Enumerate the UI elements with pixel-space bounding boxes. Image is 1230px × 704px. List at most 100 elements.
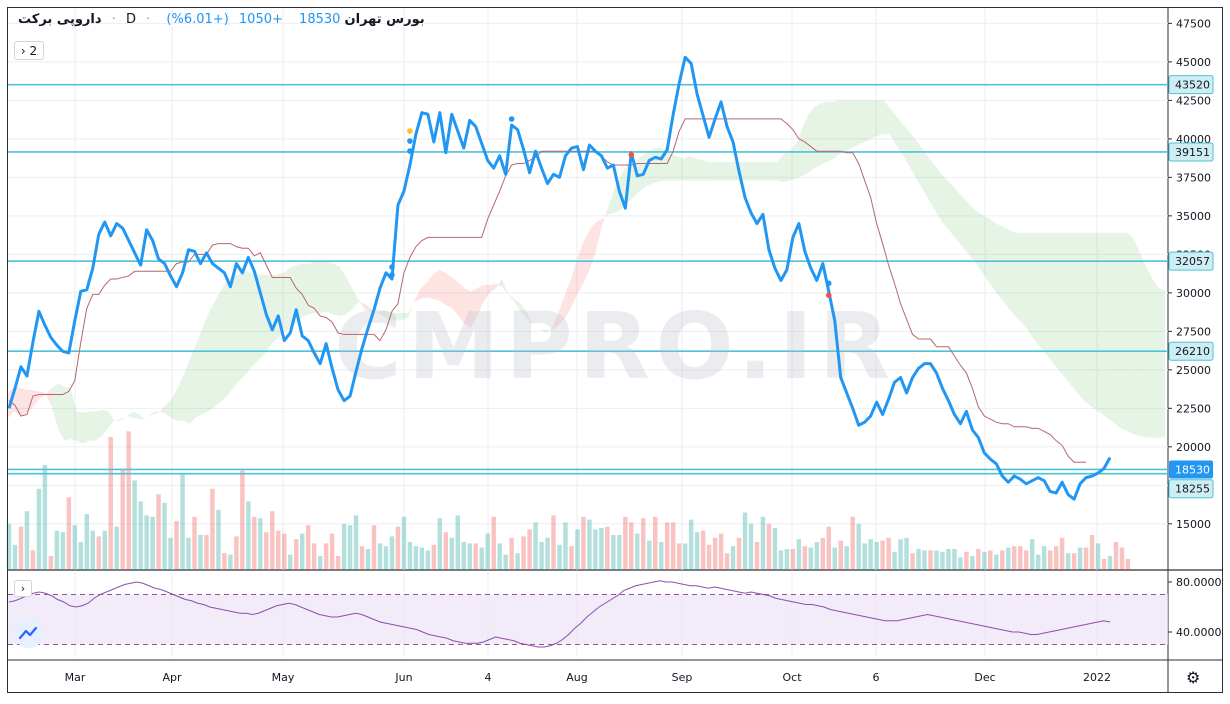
level-price-label: 18255	[1175, 483, 1210, 496]
volume-bar	[192, 516, 197, 570]
volume-bar	[599, 528, 604, 570]
time-axis-label: 2022	[1083, 671, 1111, 684]
volume-bar	[168, 537, 173, 570]
rsi-pane-toggle-button[interactable]: ›	[14, 580, 32, 597]
cloud-segment	[833, 100, 840, 159]
volume-bar	[389, 536, 395, 570]
volume-bar	[593, 529, 598, 570]
cloud-segment	[14, 386, 21, 417]
cloud-segment	[114, 419, 121, 421]
cloud-segment	[520, 303, 528, 320]
volume-bar	[641, 518, 646, 570]
volume-bar	[210, 488, 215, 570]
exchange-name: بورس تهران	[344, 12, 425, 27]
volume-bar	[18, 526, 24, 570]
volume-bar	[868, 539, 873, 570]
cloud-segment	[495, 278, 503, 289]
volume-bar	[814, 542, 820, 570]
volume-bar	[30, 550, 36, 570]
price-axis[interactable]: 1500017500200002250025000275003000032500…	[1168, 17, 1222, 639]
volume-bar	[503, 554, 508, 570]
volume-bar	[401, 516, 407, 570]
horizontal-levels	[8, 83, 1168, 475]
cloud-segment	[170, 389, 177, 421]
cloud-segment	[883, 100, 890, 135]
cloud-segment	[1146, 266, 1153, 438]
cloud-segment	[345, 275, 352, 315]
time-axis-label: Mar	[65, 671, 86, 684]
cloud-segment	[1064, 232, 1072, 386]
volume-bar	[491, 516, 496, 570]
volume-bar	[886, 537, 891, 570]
cloud-segment	[1046, 232, 1053, 363]
volume-bar	[527, 529, 532, 570]
cloud-segment	[983, 215, 990, 284]
time-axis[interactable]: Mar Apr May Jun 4 Aug Sep Oct 6 Dec 2022	[65, 671, 1111, 684]
volume-bar	[6, 523, 12, 570]
volume-bar	[276, 530, 281, 570]
rsi-pane	[8, 580, 1168, 648]
cloud-segment	[208, 302, 215, 412]
cloud-segment	[1158, 288, 1165, 438]
volume-bar	[1000, 550, 1005, 570]
rsi-series	[8, 580, 1111, 648]
cloud-segment	[871, 100, 878, 139]
cloud-segment	[158, 406, 165, 413]
interval-label[interactable]: D	[125, 12, 136, 27]
cloud-segment	[570, 258, 578, 309]
cloud-segment	[376, 309, 384, 316]
cloud-segment	[308, 262, 315, 315]
cloud-segment	[164, 400, 171, 418]
cloud-segment	[1027, 232, 1034, 340]
volume-bar	[150, 516, 155, 570]
cloud-segment	[783, 151, 790, 182]
price-change: +1050	[238, 12, 283, 27]
cloud-segment	[189, 345, 196, 424]
cloud-segment	[602, 206, 609, 226]
level-price-label: 43520	[1175, 79, 1210, 92]
cloud-segment	[139, 414, 146, 420]
cloud-segment	[608, 188, 615, 215]
cloud-segment	[539, 329, 546, 333]
indicators-toggle-button[interactable]: › 2	[14, 41, 44, 60]
volume-bar	[138, 501, 143, 570]
volume-bar	[282, 533, 287, 570]
cloud-segment	[958, 192, 965, 250]
volume-bar	[760, 516, 766, 570]
rsi-axis-label: 80.0000	[1176, 576, 1222, 589]
chevron-right-icon: ›	[20, 44, 26, 58]
symbol-name: داروپی برکت	[18, 12, 102, 27]
price-axis-label: 35000	[1176, 210, 1211, 223]
volume-bar	[467, 543, 472, 570]
cloud-segment	[939, 172, 947, 227]
volume-bar	[1035, 554, 1041, 570]
cloud-segment	[814, 103, 822, 169]
cloud-segment	[821, 101, 828, 166]
volume-bar	[1113, 542, 1119, 570]
level-price-tag	[1168, 75, 1214, 95]
level-price-tag	[1168, 341, 1214, 361]
volume-bar	[258, 518, 263, 570]
volume-bar	[557, 544, 562, 570]
volume-bar	[222, 553, 227, 570]
volume-bar	[790, 549, 796, 570]
volume-bar	[270, 511, 275, 570]
baseline-series	[8, 118, 1087, 463]
cloud-segment	[489, 283, 496, 293]
volume-bar	[353, 515, 359, 570]
volume-bar	[1018, 546, 1023, 570]
baseline-line	[8, 118, 1087, 463]
cloud-segment	[758, 161, 765, 181]
volume-bar	[1083, 547, 1089, 570]
tradingview-logo-icon[interactable]	[14, 618, 44, 648]
volume-bar	[473, 543, 478, 570]
volume-bar	[383, 546, 389, 570]
cloud-segment	[1108, 232, 1115, 424]
volume-bar	[425, 550, 431, 570]
price-axis-label: 45000	[1176, 56, 1211, 69]
volume-bar	[754, 542, 760, 570]
cloud-segment	[777, 154, 784, 182]
settings-gear-icon[interactable]: ⚙	[1186, 668, 1201, 687]
price-axis-label: 42500	[1176, 94, 1211, 107]
cloud-segment	[301, 263, 309, 318]
